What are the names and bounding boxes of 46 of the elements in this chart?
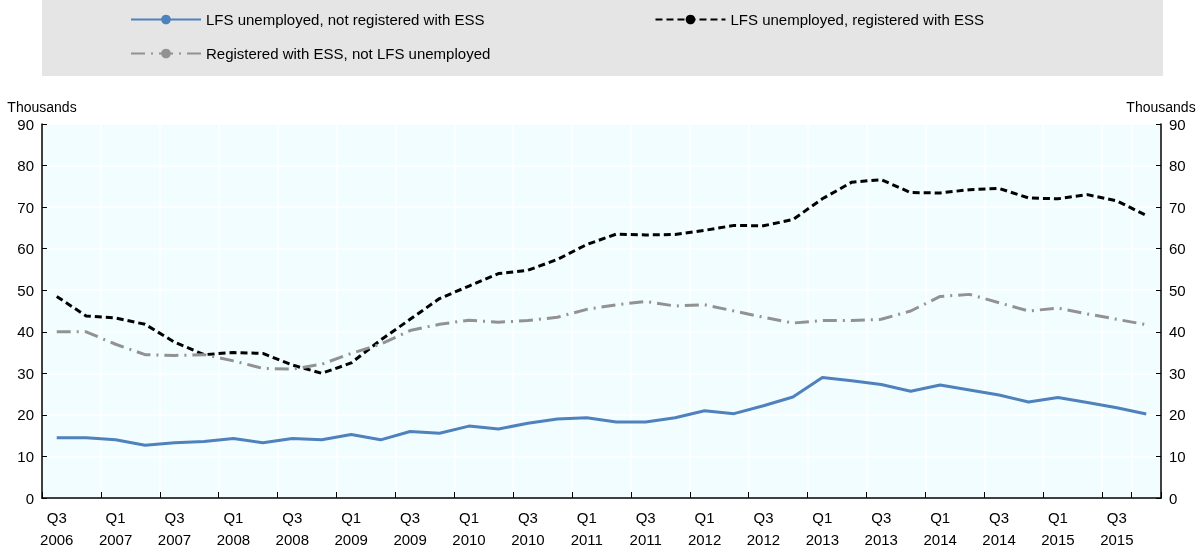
x-tick-label: Q3 2006 [40, 508, 74, 548]
x-tick-label: Q1 2007 [98, 508, 133, 548]
y-tick-label: 40 [17, 323, 34, 341]
y-tick-label: 20 [17, 406, 34, 424]
line-series [55, 178, 1148, 375]
x-tick-label: Q1 2011 [570, 508, 603, 548]
legend-label: Registered with ESS, not LFS unemployed [206, 45, 491, 62]
y2-axis-title: Thousands [1126, 99, 1196, 115]
y2-tick-label: 80 [1169, 157, 1186, 175]
x-tick-label: Q1 2008 [216, 508, 251, 548]
x-tick-label: Q1 2013 [805, 508, 840, 548]
x-tick-label: Q3 2011 [629, 508, 662, 548]
x-tick-label: Q1 2015 [1041, 508, 1075, 548]
y-axis-title: Thousands [7, 99, 77, 115]
y2-tick-label: 70 [1169, 198, 1186, 216]
y-tick-label: 10 [17, 447, 34, 465]
y2-tick-label: 60 [1169, 240, 1186, 258]
legend-label: LFS unemployed, not registered with ESS [206, 11, 485, 28]
y-tick-label: 70 [17, 198, 34, 216]
y-tick-label: 50 [17, 281, 34, 299]
x-tick-label: Q1 2010 [452, 508, 486, 548]
line-series [55, 375, 1148, 447]
y-tick-label: 0 [25, 489, 34, 507]
y-tick-label: 90 [17, 115, 34, 133]
y-tick-label: 60 [17, 240, 34, 258]
x-tick-label: Q3 2008 [275, 508, 309, 548]
x-tick-label: Q3 2012 [746, 508, 781, 548]
x-tick-label: Q1 2012 [687, 508, 722, 548]
x-tick-label: Q3 2013 [864, 508, 898, 548]
x-tick-label: Q3 2010 [511, 508, 545, 548]
legend-label: LFS unemployed, registered with ESS [730, 11, 984, 28]
x-tick-label: Q3 2009 [393, 508, 427, 548]
y2-tick-label: 30 [1169, 364, 1186, 382]
x-tick-label: Q3 2015 [1100, 508, 1134, 548]
y2-tick-label: 40 [1169, 323, 1186, 341]
x-tick-label: Q3 2014 [982, 508, 1016, 548]
x-tick-label: Q1 2009 [334, 508, 368, 548]
y-tick-label: 30 [17, 364, 34, 382]
x-tick-label: Q3 2007 [157, 508, 192, 548]
y2-tick-label: 20 [1169, 406, 1186, 424]
y2-tick-label: 50 [1169, 281, 1186, 299]
y2-tick-label: 0 [1169, 489, 1178, 507]
y2-tick-label: 90 [1169, 115, 1186, 133]
y2-tick-label: 10 [1169, 447, 1186, 465]
x-tick-label: Q1 2014 [923, 508, 957, 548]
y-tick-label: 80 [17, 157, 34, 175]
